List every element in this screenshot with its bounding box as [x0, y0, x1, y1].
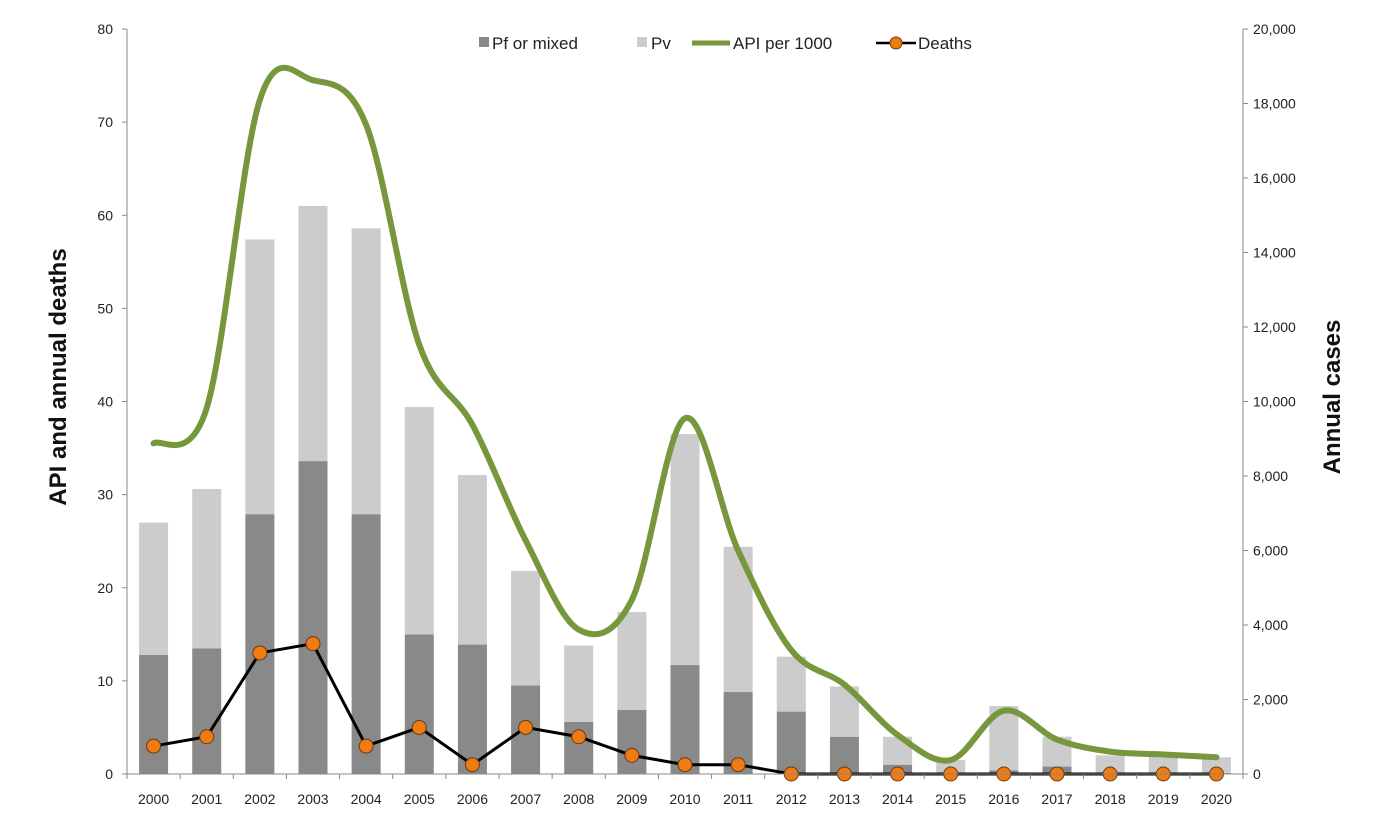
bar-pv-2003 [298, 205, 328, 462]
right-tick-label: 12,000 [1253, 319, 1296, 335]
deaths-marker-2003 [305, 636, 321, 652]
x-tick-label: 2015 [935, 791, 966, 807]
bar-pv-2005 [404, 407, 434, 635]
x-tick-label: 2018 [1095, 791, 1126, 807]
right-tick-label: 18,000 [1253, 96, 1296, 112]
right-tick-label: 4,000 [1253, 617, 1288, 633]
deaths-marker-2004 [358, 738, 374, 754]
x-tick-label: 2012 [776, 791, 807, 807]
x-tick-label: 2002 [244, 791, 275, 807]
right-tick-label: 10,000 [1253, 394, 1296, 410]
right-tick-label: 8,000 [1253, 468, 1288, 484]
bar-pv-2006 [457, 475, 487, 645]
api-line [150, 64, 1220, 764]
x-tick-label: 2007 [510, 791, 541, 807]
deaths-marker-2010 [677, 757, 693, 773]
x-tick-label: 2017 [1041, 791, 1072, 807]
bar-pf-2012 [776, 711, 806, 774]
legend-label-deaths: Deaths [918, 34, 972, 53]
bar-pv-2000 [139, 522, 169, 655]
left-tick-label: 10 [97, 673, 113, 689]
right-axis-title: Annual cases [1319, 320, 1346, 475]
x-tick-label: 2009 [616, 791, 647, 807]
x-tick-label: 2020 [1201, 791, 1232, 807]
left-tick-label: 40 [97, 394, 113, 410]
deaths-marker-2001 [199, 729, 215, 745]
bar-pv-2012 [776, 656, 806, 712]
x-tick-label: 2010 [669, 791, 700, 807]
bar-pf-2005 [404, 634, 434, 774]
deaths-marker-2007 [518, 719, 534, 735]
bar-pv-2019 [1148, 755, 1178, 774]
legend-swatch-pf [479, 37, 489, 47]
deaths-marker-2006 [464, 757, 480, 773]
bar-pv-2020 [1201, 757, 1231, 774]
legend: Pf or mixed Pv API per 1000 Deaths [479, 34, 972, 53]
bar-pv-2009 [617, 611, 647, 710]
bar-pv-2007 [511, 570, 541, 686]
x-tick-label: 2013 [829, 791, 860, 807]
bar-pv-2001 [192, 489, 222, 649]
bars-layer [139, 205, 1231, 774]
legend-label-api: API per 1000 [733, 34, 832, 53]
legend-swatch-pv [637, 37, 647, 47]
bar-pf-2001 [192, 648, 222, 774]
axes: 0 10 20 30 40 50 60 70 80 0 2,000 4,000 6,000 8,000 10… [97, 21, 1296, 807]
x-tick-label: 2016 [988, 791, 1019, 807]
right-tick-label: 6,000 [1253, 543, 1288, 559]
x-tick-label: 2000 [138, 791, 169, 807]
bar-pf-2010 [670, 665, 700, 774]
right-tick-label: 0 [1253, 766, 1261, 782]
right-tick-label: 2,000 [1253, 692, 1288, 708]
x-tick-label: 2003 [297, 791, 328, 807]
right-tick-label: 16,000 [1253, 170, 1296, 186]
left-tick-label: 20 [97, 580, 113, 596]
left-axis-title: API and annual deaths [45, 248, 72, 505]
bar-pf-2002 [245, 514, 275, 774]
bar-pf-2004 [351, 514, 381, 774]
left-tick-label: 70 [97, 114, 113, 130]
left-tick-label: 80 [97, 21, 113, 37]
legend-label-pv: Pv [651, 34, 671, 53]
deaths-marker-2008 [571, 729, 587, 745]
legend-marker-deaths [889, 36, 903, 50]
x-tick-label: 2011 [723, 791, 753, 807]
right-tick-label: 14,000 [1253, 245, 1296, 261]
bar-pf-2009 [617, 709, 647, 774]
left-tick-label: 60 [97, 207, 113, 223]
deaths-marker-2011 [730, 757, 746, 773]
deaths-marker-2000 [146, 738, 162, 754]
x-tick-label: 2006 [457, 791, 488, 807]
x-tick-label: 2004 [351, 791, 382, 807]
deaths-marker-2009 [624, 747, 640, 763]
x-tick-label: 2005 [404, 791, 435, 807]
x-tick-label: 2019 [1148, 791, 1179, 807]
x-tick-label: 2014 [882, 791, 913, 807]
bar-pv-2002 [245, 239, 275, 515]
bar-pv-2018 [1095, 755, 1125, 774]
bar-pf-2003 [298, 461, 328, 774]
left-tick-label: 0 [105, 766, 113, 782]
bar-pf-2006 [457, 644, 487, 774]
x-tick-label: 2008 [563, 791, 594, 807]
bar-pf-2000 [139, 654, 169, 774]
bar-pv-2008 [564, 645, 594, 722]
left-tick-label: 50 [97, 300, 113, 316]
left-tick-label: 30 [97, 487, 113, 503]
legend-label-pf: Pf or mixed [492, 34, 578, 53]
bar-pv-2004 [351, 228, 381, 515]
x-tick-label: 2001 [191, 791, 222, 807]
bar-pv-2010 [670, 434, 700, 666]
deaths-marker-2005 [411, 719, 427, 735]
right-tick-label: 20,000 [1253, 21, 1296, 37]
deaths-marker-2002 [252, 645, 268, 661]
